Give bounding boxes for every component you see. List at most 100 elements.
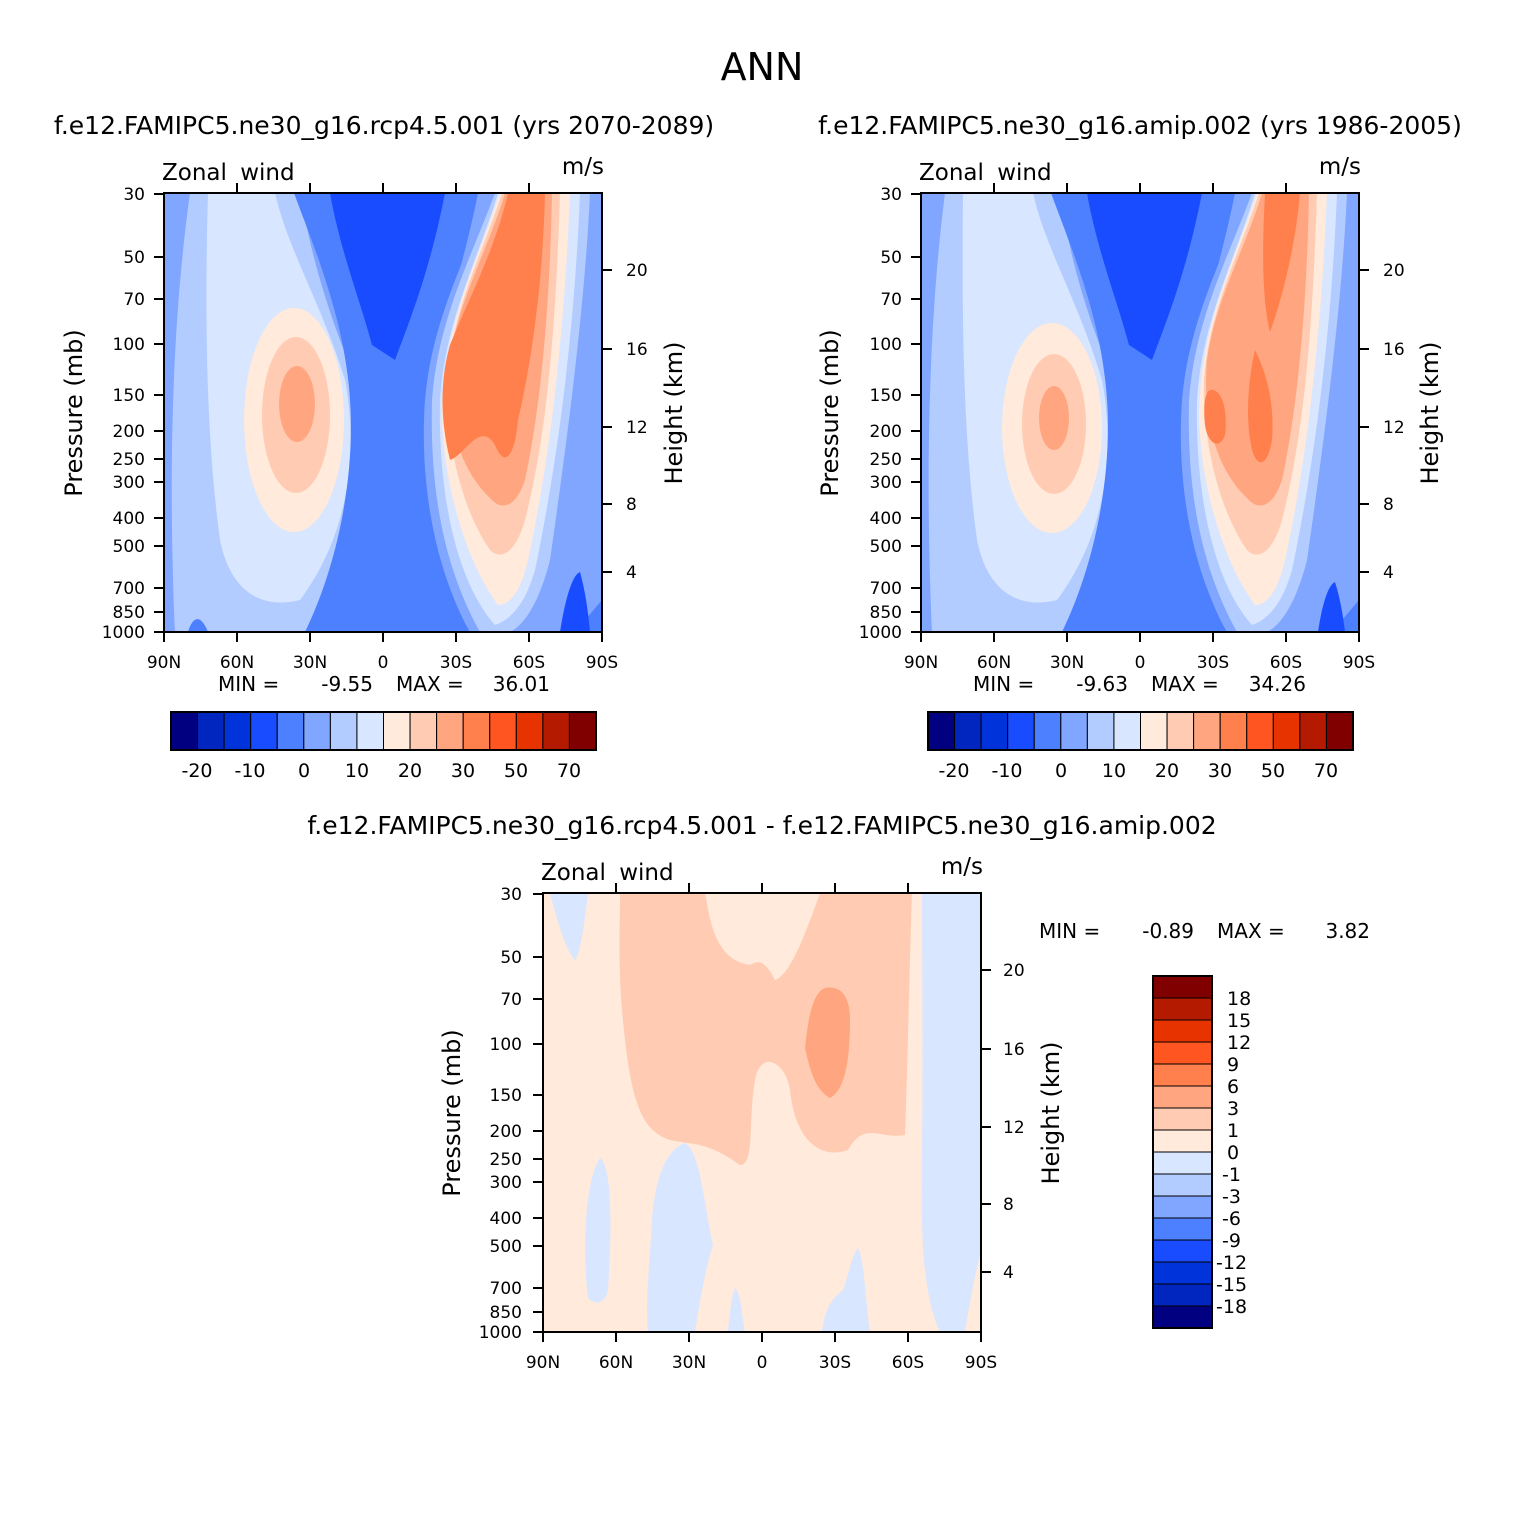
panel-amip-stats: MIN = -9.63 MAX = 34.26 bbox=[973, 672, 1306, 696]
colorbar-swatch bbox=[1152, 1019, 1213, 1043]
contour-band bbox=[1087, 193, 1202, 360]
colorbar-swatch bbox=[568, 711, 597, 751]
y2-tick-label: 8 bbox=[626, 495, 637, 515]
colorbar-swatch bbox=[1299, 711, 1327, 751]
colorbar-swatch bbox=[383, 711, 411, 751]
panel-amip-title: f.e12.FAMIPC5.ne30_g16.amip.002 (yrs 198… bbox=[818, 111, 1462, 140]
y-tick-label: 100 bbox=[490, 1035, 522, 1055]
y2-axis-label: Height (km) bbox=[1037, 1042, 1065, 1185]
colorbar-swatch bbox=[1152, 1063, 1213, 1087]
panel-diff-title: f.e12.FAMIPC5.ne30_g16.rcp4.5.001 - f.e1… bbox=[307, 811, 1216, 840]
colorbar-swatch bbox=[356, 711, 384, 751]
panel-diff-y2ticks: 20 16 12 8 4 bbox=[981, 961, 1025, 1283]
y-tick-label: 50 bbox=[123, 248, 145, 268]
panel-amip-yticks: 30 50 70 100 150 200 250 300 400 500 700… bbox=[859, 185, 921, 643]
y2-tick-label: 8 bbox=[1383, 495, 1394, 515]
y-tick-label: 700 bbox=[870, 579, 902, 599]
x-tick-label: 30N bbox=[672, 1353, 706, 1373]
contour-band bbox=[585, 1158, 611, 1303]
max-label: MAX = bbox=[1151, 672, 1219, 696]
y-tick-label: 150 bbox=[870, 386, 902, 406]
x-tick-label: 60N bbox=[599, 1353, 633, 1373]
figure-title: ANN bbox=[721, 45, 804, 89]
y2-tick-label: 8 bbox=[1003, 1195, 1014, 1215]
colorbar-swatch bbox=[1152, 1173, 1213, 1197]
max-label: MAX = bbox=[1217, 919, 1285, 943]
colorbar-swatch bbox=[1152, 1129, 1213, 1153]
min-label: MIN = bbox=[973, 672, 1034, 696]
min-value: -9.63 bbox=[1076, 672, 1128, 696]
colorbar-swatch bbox=[1152, 1107, 1213, 1131]
y-tick-label: 1000 bbox=[479, 1323, 522, 1343]
contour-band bbox=[921, 893, 981, 1332]
colorbar-swatch bbox=[1325, 711, 1354, 751]
colorbar-label: 30 bbox=[1208, 760, 1232, 782]
colorbar-label: 3 bbox=[1227, 1098, 1239, 1120]
panel-rcp-variable: Zonal wind bbox=[162, 160, 295, 186]
y2-tick-label: 20 bbox=[1383, 261, 1405, 281]
y-tick-label: 300 bbox=[490, 1173, 522, 1193]
x-tick-label: 90S bbox=[1343, 653, 1375, 673]
panel-diff-contour-field bbox=[543, 893, 981, 1332]
panel-diff-yticks: 30 50 70 100 150 200 250 300 400 500 700… bbox=[479, 885, 543, 1343]
y-tick-label: 700 bbox=[113, 579, 145, 599]
panel-amip-units: m/s bbox=[1319, 154, 1361, 180]
y2-tick-label: 16 bbox=[626, 340, 648, 360]
panel-rcp: f.e12.FAMIPC5.ne30_g16.rcp4.5.001 (yrs 2… bbox=[54, 111, 714, 782]
y2-tick-label: 4 bbox=[1003, 1263, 1014, 1283]
contour-band bbox=[1248, 350, 1273, 463]
colorbar-swatch bbox=[1152, 1195, 1213, 1219]
colorbar-swatch bbox=[1152, 1085, 1213, 1109]
panel-rcp-contour-field bbox=[164, 193, 602, 632]
panel-rcp-units: m/s bbox=[562, 154, 604, 180]
panel-amip-contour-field bbox=[921, 193, 1359, 632]
x-tick-label: 30S bbox=[1197, 653, 1229, 673]
colorbar-swatch bbox=[1152, 1217, 1213, 1241]
colorbar-label: -1 bbox=[1222, 1164, 1241, 1186]
colorbar-swatch bbox=[1033, 711, 1062, 751]
panel-diff-colorbar-labels: 18 15 12 9 6 3 1 0 -1 -3 -6 -9 -12 -15 -… bbox=[1216, 988, 1251, 1318]
colorbar-label: 6 bbox=[1227, 1076, 1239, 1098]
colorbar-swatch bbox=[1140, 711, 1168, 751]
colorbar-label: 9 bbox=[1227, 1054, 1239, 1076]
y2-tick-label: 20 bbox=[1003, 961, 1025, 981]
panel-rcp-yticks: 30 50 70 100 150 200 250 300 400 500 700… bbox=[102, 185, 164, 643]
panel-diff-colorbar bbox=[1152, 975, 1213, 1329]
colorbar-label: -3 bbox=[1222, 1186, 1241, 1208]
panel-rcp-title: f.e12.FAMIPC5.ne30_g16.rcp4.5.001 (yrs 2… bbox=[54, 111, 714, 140]
colorbar-swatch bbox=[170, 711, 199, 751]
y-tick-label: 100 bbox=[870, 335, 902, 355]
colorbar-label: 50 bbox=[504, 760, 528, 782]
colorbar-label: -12 bbox=[1216, 1252, 1247, 1274]
panel-diff-units: m/s bbox=[941, 854, 983, 880]
contour-band bbox=[728, 1288, 745, 1332]
y-tick-label: 400 bbox=[113, 509, 145, 529]
colorbar-swatch bbox=[1246, 711, 1274, 751]
colorbar-frame bbox=[170, 711, 597, 751]
panel-amip-y2ticks: 20 16 12 8 4 bbox=[1359, 261, 1405, 583]
panel-amip-xticks: 90N 60N 30N 0 30S 60S 90S bbox=[904, 632, 1375, 673]
x-tick-label: 60S bbox=[892, 1353, 924, 1373]
y-tick-label: 1000 bbox=[859, 623, 902, 643]
x-tick-label: 90N bbox=[526, 1353, 560, 1373]
min-label: MIN = bbox=[218, 672, 279, 696]
colorbar-label: 12 bbox=[1227, 1032, 1251, 1054]
y-tick-label: 70 bbox=[123, 290, 145, 310]
y-tick-label: 200 bbox=[113, 422, 145, 442]
y-tick-label: 500 bbox=[870, 537, 902, 557]
panel-rcp-xticks: 90N 60N 30N 0 30S 60S 90S bbox=[147, 632, 618, 673]
max-value: 3.82 bbox=[1325, 919, 1370, 943]
colorbar-swatch bbox=[1166, 711, 1195, 751]
y2-axis-label: Height (km) bbox=[1416, 342, 1444, 485]
colorbar-frame bbox=[927, 711, 1354, 751]
colorbar-swatch bbox=[1272, 711, 1301, 751]
max-value: 36.01 bbox=[493, 672, 550, 696]
y-tick-label: 500 bbox=[113, 537, 145, 557]
y-tick-label: 400 bbox=[870, 509, 902, 529]
max-value: 34.26 bbox=[1249, 672, 1306, 696]
colorbar-label: 1 bbox=[1227, 1120, 1239, 1142]
colorbar-swatch bbox=[1152, 997, 1213, 1021]
panel-amip-colorbar-labels: -20 -10 0 10 20 30 50 70 bbox=[938, 760, 1338, 782]
x-tick-label: 30S bbox=[819, 1353, 851, 1373]
y-tick-label: 70 bbox=[500, 990, 522, 1010]
